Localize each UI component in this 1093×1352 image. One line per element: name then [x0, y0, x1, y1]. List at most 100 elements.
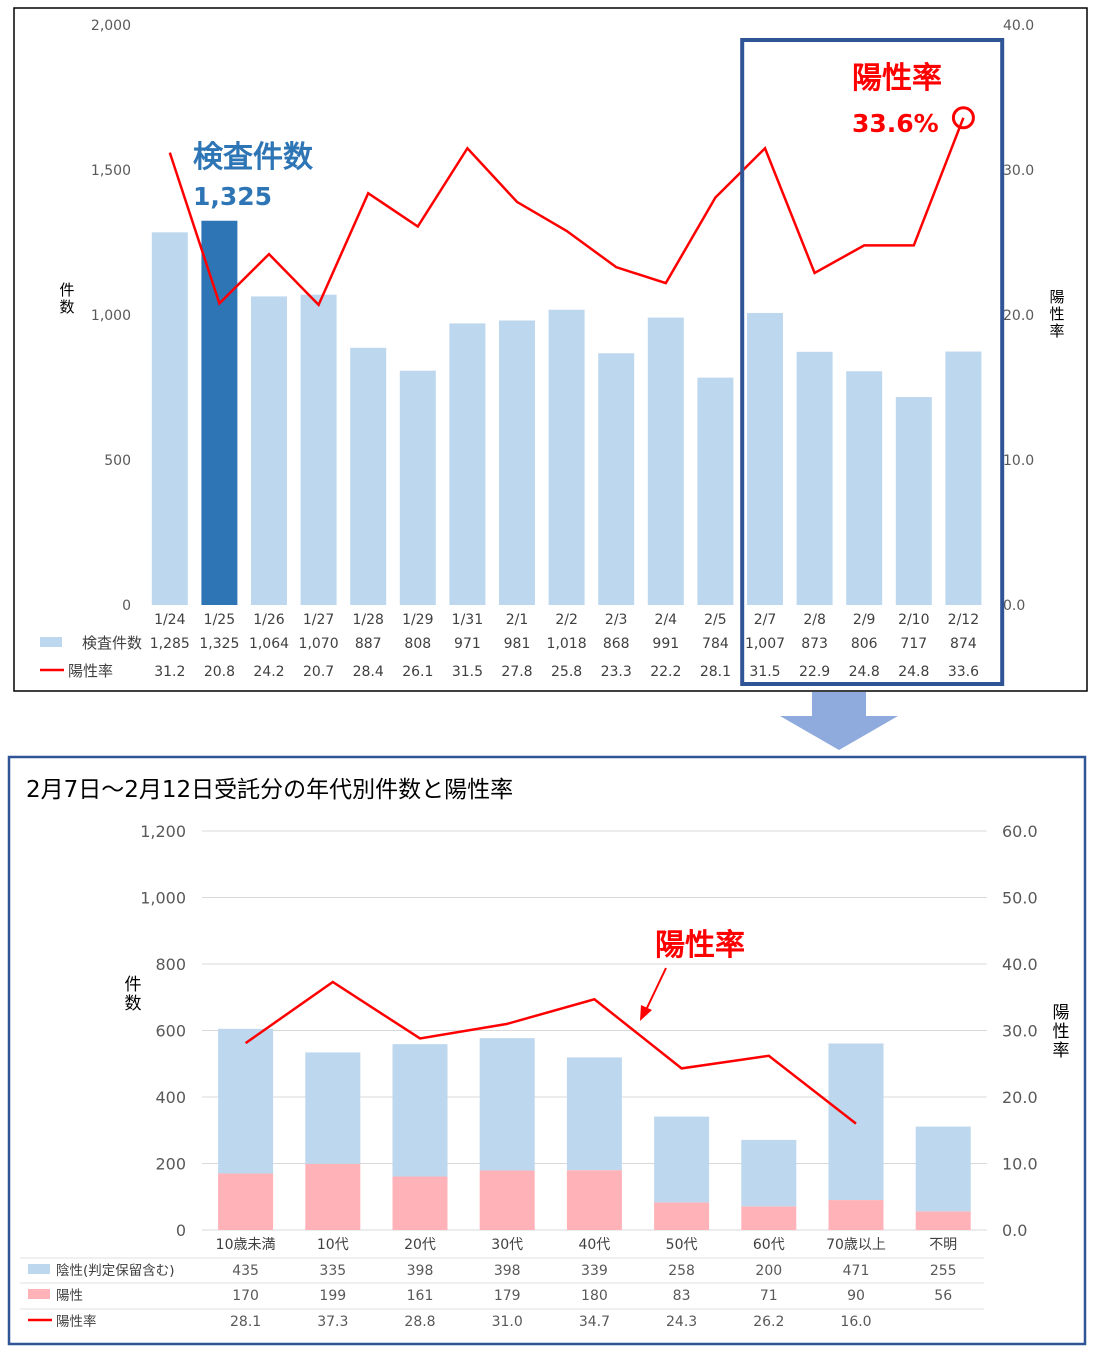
x-tick-label: 1/25: [204, 612, 235, 628]
table-value-rate: 33.6: [948, 664, 979, 680]
table-value-rate: 23.3: [601, 664, 632, 680]
bar-test-count: [697, 377, 734, 605]
x-tick-label: 10代: [317, 1237, 349, 1253]
bar-test-count: [350, 347, 387, 605]
table-value: 28.8: [404, 1314, 435, 1330]
chart1-ylabel: 件数: [59, 281, 74, 316]
bar-negative: [218, 1028, 274, 1174]
table-value: 90: [847, 1288, 865, 1304]
table-value: 258: [668, 1263, 695, 1279]
bar-positive: [305, 1163, 361, 1230]
table-value: 83: [673, 1288, 691, 1304]
bar-positive: [654, 1202, 710, 1230]
table-value-rate: 25.8: [551, 664, 582, 680]
table-value: 56: [934, 1288, 952, 1304]
x-tick-label: 2/9: [853, 612, 876, 628]
x-tick-label: 1/29: [402, 612, 433, 628]
table-value-tests: 874: [950, 636, 977, 652]
bar-test-count: [449, 323, 486, 605]
highlight-range-box: [740, 38, 1005, 686]
table-value: 255: [930, 1263, 957, 1279]
y2-tick-label: 40.0: [1002, 955, 1038, 974]
y2-tick-label: 50.0: [1002, 889, 1038, 908]
bar-positive: [218, 1173, 274, 1230]
y-tick-label: 1,000: [140, 889, 186, 908]
bar-test-count: [399, 370, 436, 605]
y-tick-label: 600: [155, 1022, 186, 1041]
chart2-frame: [7, 755, 1087, 1346]
annotation-rate-value: 33.6%: [852, 109, 939, 138]
down-arrow-icon: [780, 692, 898, 750]
table-value-rate: 28.4: [353, 664, 384, 680]
bar-test-count: [945, 351, 982, 605]
chart2-title: 2月7日～2月12日受託分の年代別件数と陽性率: [26, 777, 513, 803]
y2-tick-label: 60.0: [1002, 822, 1038, 841]
y-tick-label: 800: [155, 955, 186, 974]
table-value: 24.3: [666, 1314, 697, 1330]
legend-swatch-bar: [40, 637, 62, 647]
bar-test-count: [251, 296, 287, 605]
bar-negative: [566, 1057, 622, 1171]
x-tick-label: 1/28: [352, 612, 383, 628]
y-tick-label: 1,500: [91, 163, 131, 179]
bar-test-count: [300, 294, 337, 605]
bar-test-count: [846, 371, 883, 605]
table-value-rate: 28.1: [700, 664, 731, 680]
y-tick-label: 500: [104, 453, 131, 469]
table-value-tests: 991: [652, 636, 679, 652]
bar-negative: [741, 1139, 797, 1207]
y-tick-label: 200: [155, 1155, 186, 1174]
y2-tick-label: 10.0: [1002, 1155, 1038, 1174]
annotation-arrow-line: [645, 967, 667, 1011]
bar-test-count: [499, 320, 535, 605]
table-value: 26.2: [753, 1314, 784, 1330]
bar-positive: [392, 1176, 448, 1230]
bar-positive: [566, 1170, 622, 1230]
table-value-rate: 20.8: [204, 664, 235, 680]
table-value: 71: [760, 1288, 778, 1304]
x-tick-label: 70歳以上: [826, 1237, 886, 1253]
x-tick-label: 1/24: [154, 612, 186, 628]
table-value: 435: [232, 1263, 259, 1279]
x-tick-label: 30代: [491, 1237, 523, 1253]
bar-test-count: [747, 312, 783, 605]
bar-positive: [915, 1211, 971, 1230]
x-tick-label: 不明: [929, 1237, 957, 1253]
bar-negative: [479, 1038, 535, 1171]
x-tick-label: 1/26: [253, 612, 285, 628]
bar-positive: [479, 1170, 535, 1230]
x-tick-label: 1/31: [452, 612, 483, 628]
table-value: 37.3: [317, 1314, 348, 1330]
y-tick-label: 2,000: [91, 18, 131, 34]
table-value-tests: 1,007: [745, 636, 785, 652]
annotation-rate-label: 陽性率: [852, 61, 942, 96]
table-value-rate: 24.8: [898, 664, 929, 680]
x-tick-label: 2/12: [948, 612, 979, 628]
table-value: 335: [319, 1263, 346, 1279]
table-value-rate: 22.9: [799, 664, 830, 680]
bar-positive: [828, 1200, 884, 1230]
x-tick-label: 2/5: [704, 612, 727, 628]
table-value-tests: 806: [851, 636, 878, 652]
table-value: 161: [407, 1288, 434, 1304]
table-value-rate: 27.8: [501, 664, 532, 680]
line-positive-rate: [168, 117, 965, 308]
x-tick-label: 60代: [753, 1237, 785, 1253]
table-value-tests: 1,064: [249, 636, 289, 652]
x-tick-label: 20代: [404, 1237, 436, 1253]
x-tick-label: 40代: [578, 1237, 610, 1253]
legend-label-line: 陽性率: [68, 662, 113, 680]
table-value: 200: [755, 1263, 782, 1279]
bar-negative: [915, 1126, 971, 1212]
legend-label-positive: 陽性: [56, 1288, 83, 1304]
table-value: 31.0: [492, 1314, 523, 1330]
table-value-rate: 31.5: [749, 664, 780, 680]
table-value-rate: 24.2: [253, 664, 284, 680]
y2-tick-label: 40.0: [1003, 18, 1034, 34]
y2-tick-label: 20.0: [1003, 308, 1034, 324]
bar-test-count: [647, 317, 684, 605]
table-value: 170: [232, 1288, 259, 1304]
y2-tick-label: 20.0: [1002, 1088, 1038, 1107]
table-value-tests: 971: [454, 636, 481, 652]
